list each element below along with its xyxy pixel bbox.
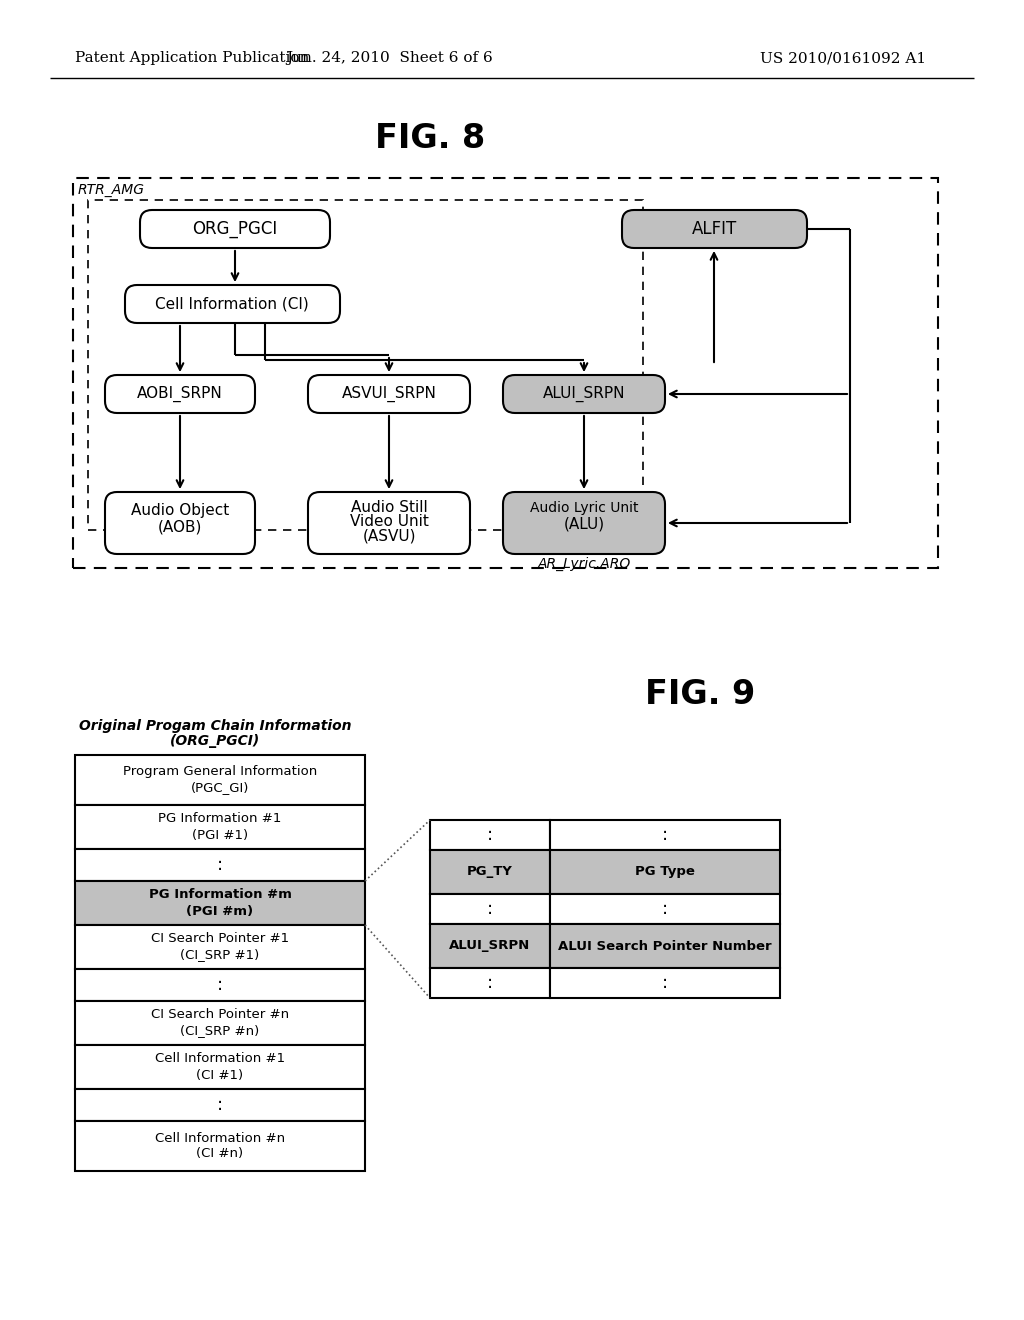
FancyBboxPatch shape xyxy=(622,210,807,248)
Bar xyxy=(75,925,365,969)
Bar xyxy=(550,968,780,998)
Text: RTR_AMG: RTR_AMG xyxy=(78,183,145,197)
Bar xyxy=(73,178,938,568)
FancyBboxPatch shape xyxy=(105,492,255,554)
Bar xyxy=(430,894,550,924)
Text: ALUI_SRPN: ALUI_SRPN xyxy=(450,940,530,953)
Text: (PGI #1): (PGI #1) xyxy=(191,829,248,842)
Text: FIG. 8: FIG. 8 xyxy=(375,121,485,154)
Bar xyxy=(550,924,780,968)
Text: Cell Information #1: Cell Information #1 xyxy=(155,1052,285,1065)
Text: (PGI #m): (PGI #m) xyxy=(186,904,254,917)
Bar xyxy=(550,820,780,850)
Bar xyxy=(75,1001,365,1045)
Text: (PGC_GI): (PGC_GI) xyxy=(190,781,249,795)
Text: FIG. 9: FIG. 9 xyxy=(645,678,755,711)
Bar xyxy=(430,968,550,998)
Text: Program General Information: Program General Information xyxy=(123,766,317,779)
FancyBboxPatch shape xyxy=(105,375,255,413)
FancyBboxPatch shape xyxy=(140,210,330,248)
Bar xyxy=(75,755,365,805)
Bar xyxy=(550,850,780,894)
Text: (CI_SRP #n): (CI_SRP #n) xyxy=(180,1024,260,1038)
Bar xyxy=(75,1089,365,1121)
Text: :: : xyxy=(217,1096,223,1114)
FancyBboxPatch shape xyxy=(308,375,470,413)
Text: PG Information #1: PG Information #1 xyxy=(159,813,282,825)
Bar xyxy=(75,849,365,880)
Bar xyxy=(75,880,365,925)
Bar xyxy=(75,1045,365,1089)
Text: ASVUI_SRPN: ASVUI_SRPN xyxy=(342,385,436,403)
Bar xyxy=(75,1121,365,1171)
Text: Audio Object: Audio Object xyxy=(131,503,229,517)
FancyBboxPatch shape xyxy=(503,375,665,413)
Text: (CI #n): (CI #n) xyxy=(197,1147,244,1160)
Text: Patent Application Publication: Patent Application Publication xyxy=(75,51,309,65)
FancyBboxPatch shape xyxy=(503,492,665,554)
Text: (ORG_PGCI): (ORG_PGCI) xyxy=(170,734,260,748)
Bar xyxy=(550,894,780,924)
Text: :: : xyxy=(662,900,668,917)
Bar xyxy=(75,805,365,849)
Text: :: : xyxy=(662,826,668,843)
Bar xyxy=(430,850,550,894)
Text: Cell Information (CI): Cell Information (CI) xyxy=(155,297,309,312)
FancyBboxPatch shape xyxy=(125,285,340,323)
Bar xyxy=(75,969,365,1001)
Text: Jun. 24, 2010  Sheet 6 of 6: Jun. 24, 2010 Sheet 6 of 6 xyxy=(287,51,494,65)
Text: (CI_SRP #1): (CI_SRP #1) xyxy=(180,949,260,961)
Text: Cell Information #n: Cell Information #n xyxy=(155,1131,285,1144)
Text: (ALU): (ALU) xyxy=(563,516,604,532)
Text: (CI #1): (CI #1) xyxy=(197,1068,244,1081)
Text: ALUI_SRPN: ALUI_SRPN xyxy=(543,385,626,403)
Text: :: : xyxy=(217,975,223,994)
Text: (AOB): (AOB) xyxy=(158,520,202,535)
Bar xyxy=(430,820,550,850)
Bar xyxy=(430,924,550,968)
Text: CI Search Pointer #1: CI Search Pointer #1 xyxy=(151,932,289,945)
Text: PG Type: PG Type xyxy=(635,866,695,879)
Text: AOBI_SRPN: AOBI_SRPN xyxy=(137,385,223,403)
Text: CI Search Pointer #n: CI Search Pointer #n xyxy=(151,1008,289,1022)
Text: US 2010/0161092 A1: US 2010/0161092 A1 xyxy=(760,51,926,65)
Text: AR_Lyric.ARO: AR_Lyric.ARO xyxy=(538,557,631,572)
Text: PG Information #m: PG Information #m xyxy=(148,888,292,902)
Text: :: : xyxy=(487,900,494,917)
Text: ORG_PGCI: ORG_PGCI xyxy=(193,220,278,238)
FancyBboxPatch shape xyxy=(308,492,470,554)
Text: ALUI Search Pointer Number: ALUI Search Pointer Number xyxy=(558,940,772,953)
Text: Audio Still: Audio Still xyxy=(350,500,427,516)
Text: :: : xyxy=(487,826,494,843)
Text: :: : xyxy=(487,974,494,993)
Text: Audio Lyric Unit: Audio Lyric Unit xyxy=(529,502,638,515)
Text: :: : xyxy=(217,855,223,874)
Bar xyxy=(88,201,643,531)
Text: PG_TY: PG_TY xyxy=(467,866,513,879)
Text: :: : xyxy=(662,974,668,993)
Text: Video Unit: Video Unit xyxy=(349,515,428,529)
Text: Original Progam Chain Information: Original Progam Chain Information xyxy=(79,719,351,733)
Text: (ASVU): (ASVU) xyxy=(362,528,416,544)
Text: ALFIT: ALFIT xyxy=(691,220,736,238)
